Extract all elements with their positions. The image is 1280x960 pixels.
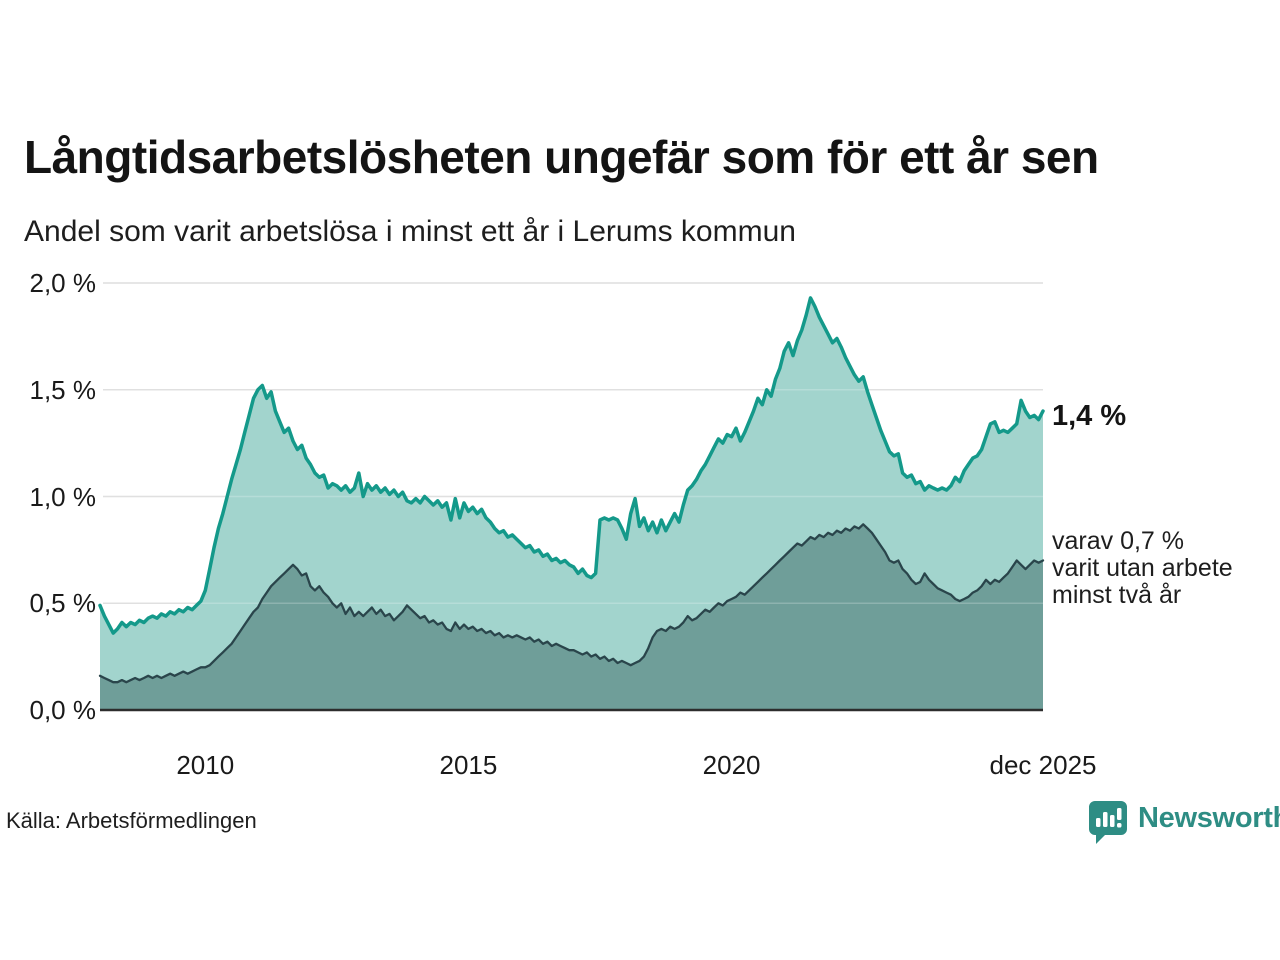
- series-area-1: [100, 524, 1043, 710]
- brand-name: Newsworthy: [1138, 802, 1280, 834]
- secondary-annotation-line: minst två år: [1052, 581, 1182, 609]
- source-attribution: Källa: Arbetsförmedlingen: [6, 808, 257, 833]
- y-tick-label: 0,0 %: [29, 695, 97, 725]
- y-tick-label: 2,0 %: [29, 268, 97, 298]
- secondary-annotation: varav 0,7 % varit utan arbete minst två …: [1052, 528, 1233, 609]
- y-tick-label: 1,5 %: [29, 374, 97, 405]
- page-title: Långtidsarbetslösheten ungefär som för e…: [24, 131, 1099, 183]
- secondary-annotation-line: varit utan arbete: [1052, 554, 1233, 582]
- x-tick-label: 2020: [702, 750, 761, 780]
- y-tick-label: 1,0 %: [29, 481, 97, 512]
- latest-value-label: 1,4 %: [1052, 400, 1127, 432]
- x-tick-label: dec 2025: [989, 750, 1097, 780]
- series-line-0: [98, 296, 1045, 635]
- page-subtitle: Andel som varit arbetslösa i minst ett å…: [24, 215, 796, 248]
- x-tick-label: 2010: [176, 750, 235, 780]
- x-tick-label: 2015: [439, 750, 498, 780]
- secondary-annotation-line: varav 0,7 %: [1052, 527, 1185, 555]
- newsworthy-logo: Newsworthy: [1088, 800, 1280, 846]
- series-line-1: [98, 523, 1045, 684]
- y-tick-label: 0,5 %: [29, 588, 97, 619]
- speech-bubble-bar-chart-icon: [1089, 801, 1127, 844]
